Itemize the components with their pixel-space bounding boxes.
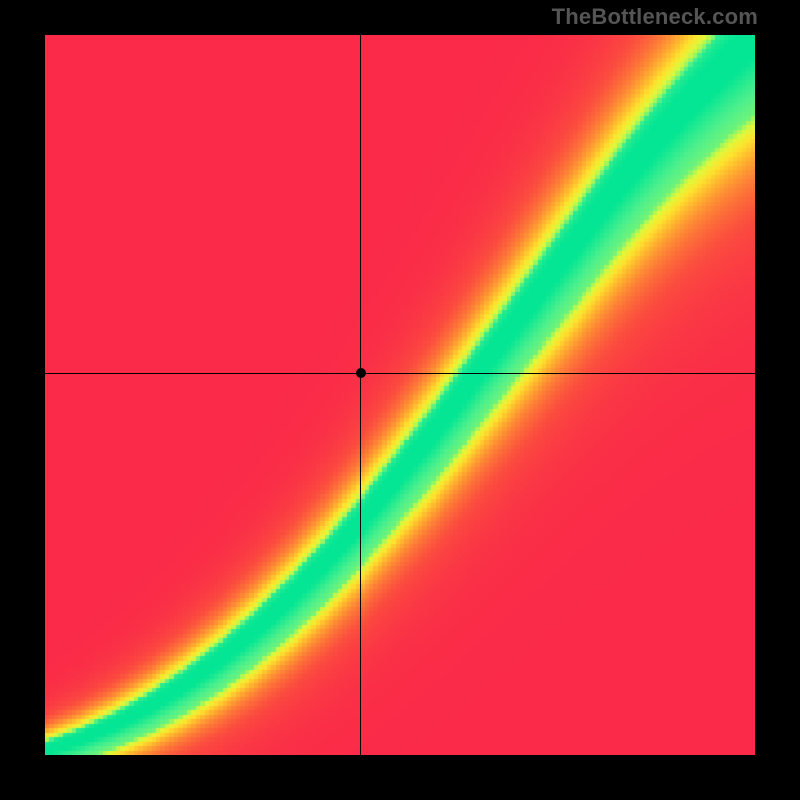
- crosshair-vertical: [360, 35, 361, 755]
- bottleneck-heatmap-canvas: [45, 35, 755, 755]
- plot-area: [45, 35, 755, 755]
- attribution-text: TheBottleneck.com: [552, 4, 758, 30]
- crosshair-horizontal: [45, 373, 755, 374]
- chart-outer-frame: TheBottleneck.com: [0, 0, 800, 800]
- crosshair-marker: [356, 368, 366, 378]
